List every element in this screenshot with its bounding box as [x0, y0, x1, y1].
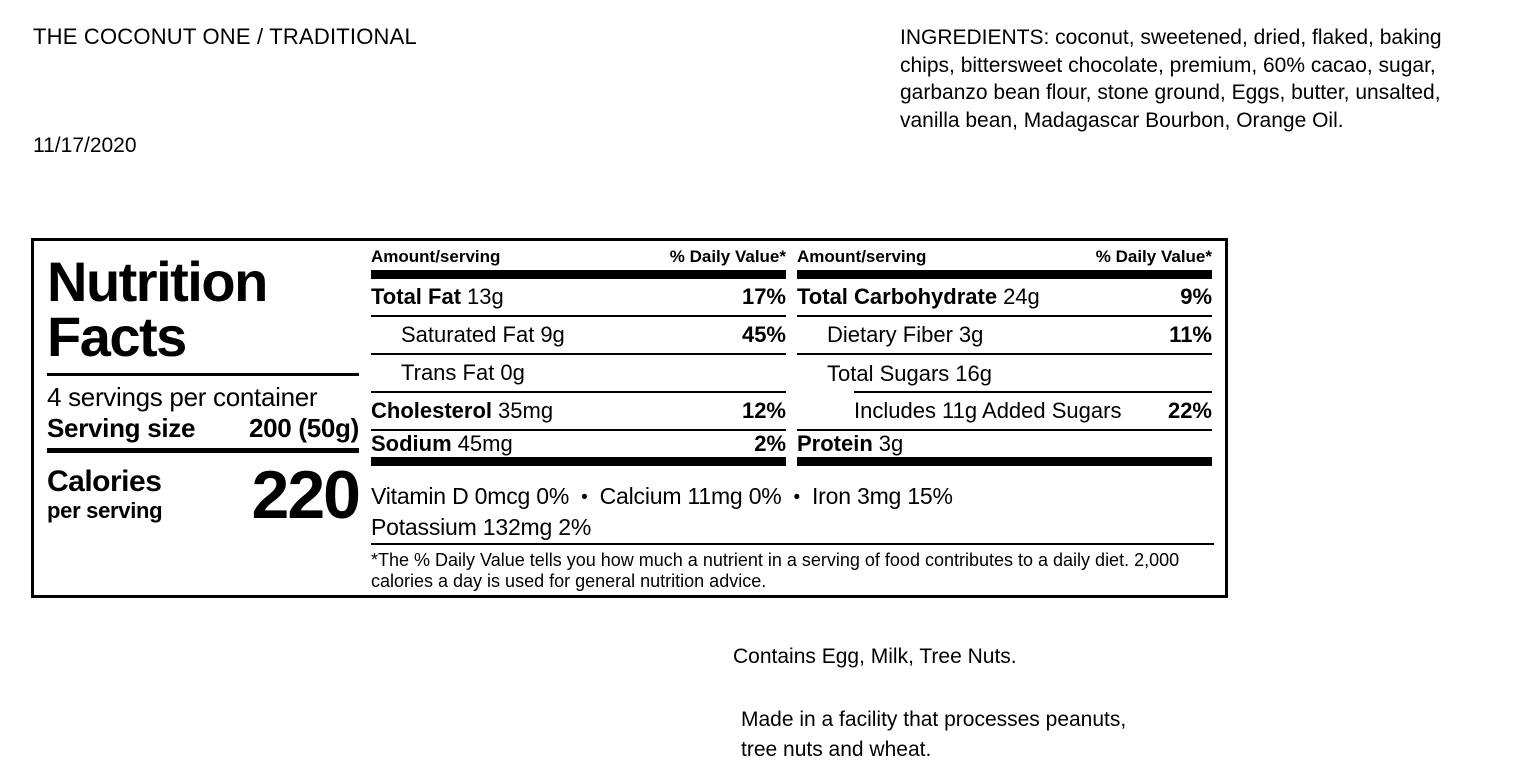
divider — [47, 448, 359, 453]
bullet-separator: • — [581, 487, 588, 508]
facility-statement-line-1: Made in a facility that processes peanut… — [741, 708, 1127, 731]
calories-label: Calories — [47, 465, 162, 498]
calories-value: 220 — [251, 457, 361, 533]
thick-rule — [797, 457, 1212, 466]
nutrient-row-protein: Protein 3g — [797, 431, 904, 456]
facility-statement-line-2: tree nuts and wheat. — [741, 737, 932, 761]
micronutrients-section: Vitamin D 0mcg 0% • Calcium 11mg 0% • Iron 3… — [371, 482, 1214, 541]
nutrition-facts-heading: Nutrition Facts — [47, 250, 359, 368]
serving-size-value: 200 (50g) — [248, 413, 359, 443]
thick-rule — [797, 270, 1212, 279]
heading-line-2: Facts — [47, 305, 187, 368]
servings-per-container: 4 servings per container — [47, 382, 318, 412]
thick-rule — [371, 457, 786, 466]
daily-value-header: % Daily Value* — [1095, 247, 1212, 266]
nutrient-row-total-carbohydrate: Total Carbohydrate 24g 9% — [797, 279, 1212, 317]
calories-row: Calories per serving 220 — [47, 457, 361, 533]
micronutrients-line-1: Vitamin D 0mcg 0% • Calcium 11mg 0% • Iron 3… — [371, 482, 1214, 513]
nutrient-row-sodium: Sodium 45mg 2% — [371, 431, 786, 456]
allergen-contains-statement: Contains Egg, Milk, Tree Nuts. — [733, 645, 1017, 668]
calories-labels: Calories per serving — [47, 465, 163, 524]
ingredients-statement: INGREDIENTS: coconut, sweetened, dried, … — [900, 26, 1442, 132]
fat-column: Amount/serving % Daily Value* Total Fat 1… — [371, 247, 786, 466]
bullet-separator: • — [793, 487, 801, 508]
facility-statement: Made in a facility that processes peanut… — [741, 705, 1126, 764]
serving-size-label: Serving size — [47, 413, 196, 443]
divider — [47, 373, 359, 376]
nutrition-facts-left-panel: Nutrition Facts 4 servings per container… — [47, 247, 361, 533]
product-title: THE COCONUT ONE / TRADITIONAL — [33, 24, 417, 49]
micronutrients-line-2: Potassium 132mg 2% — [371, 513, 1214, 542]
carb-column: Amount/serving % Daily Value* Total Carb… — [797, 247, 1212, 466]
column-header: Amount/serving % Daily Value* — [371, 247, 786, 267]
calcium-value: Calcium 11mg 0% — [599, 483, 782, 509]
calories-sublabel: per serving — [47, 498, 163, 523]
vitamin-d-value: Vitamin D 0mcg 0% — [371, 483, 570, 509]
nutrient-row-total-fat: Total Fat 13g 17% — [371, 279, 786, 317]
nutrient-row-dietary-fiber: Dietary Fiber 3g 11% — [797, 317, 1212, 355]
amount-header: Amount/serving — [371, 247, 501, 266]
iron-value: Iron 3mg 15% — [811, 483, 953, 509]
nutrient-row-saturated-fat: Saturated Fat 9g 45% — [371, 317, 786, 355]
nutrient-row-trans-fat: Trans Fat 0g — [371, 355, 786, 393]
potassium-value: Potassium 132mg 2% — [371, 513, 592, 540]
nutrient-row-cholesterol: Cholesterol 35mg 12% — [371, 393, 786, 431]
document-date: 11/17/2020 — [33, 134, 137, 157]
daily-value-header: % Daily Value* — [669, 247, 786, 266]
thick-rule — [371, 270, 786, 279]
serving-size-row: Serving size 200 (50g) — [47, 412, 359, 444]
amount-header: Amount/serving — [797, 247, 927, 266]
nutrition-facts-label: Nutrition Facts 4 servings per container… — [31, 238, 1228, 598]
daily-value-footnote: *The % Daily Value tells you how much a … — [371, 543, 1214, 592]
inset-divider — [854, 391, 1212, 393]
column-header: Amount/serving % Daily Value* — [797, 247, 1212, 267]
heading-line-1: Nutrition — [47, 250, 268, 313]
nutrient-row-total-sugars: Total Sugars 16g — [797, 355, 1212, 393]
nutrient-row-added-sugars: Includes 11g Added Sugars 22% — [797, 393, 1212, 431]
